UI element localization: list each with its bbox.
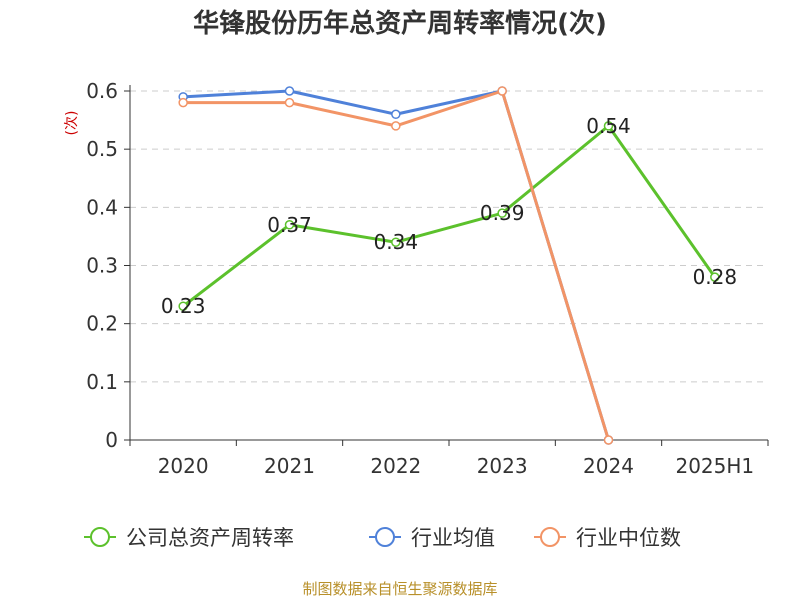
source-note: 制图数据来自恒生聚源数据库	[302, 580, 497, 598]
series-layer	[178, 86, 720, 445]
y-tick-label: 0.2	[86, 312, 118, 336]
y-tick-label: 0.6	[86, 79, 118, 103]
y-tick-label: 0.5	[86, 137, 118, 161]
data-label: 0.54	[586, 114, 631, 138]
data-point	[178, 301, 188, 311]
data-point	[497, 208, 507, 218]
data-point	[603, 121, 614, 131]
data-point	[178, 97, 188, 108]
chart-title: 华锋股份历年总资产周转率情况(次)	[193, 8, 607, 39]
legend: 公司总资产周转率 行业均值 行业中位数	[84, 526, 681, 550]
legend-marker	[540, 527, 560, 547]
legend-label: 行业中位数	[576, 526, 681, 550]
y-tick-label: 0	[105, 428, 118, 452]
data-point	[391, 109, 401, 120]
grid	[130, 90, 768, 383]
x-tick-label: 2024	[583, 454, 634, 478]
data-point	[284, 220, 295, 230]
axes: 0 0.1 0.2 0.3 0.4 0.5 0.6 2020 2021 2022 2023 2024 2…	[86, 79, 769, 478]
legend-marker	[375, 527, 395, 547]
data-point	[710, 272, 720, 282]
data-point	[497, 86, 507, 96]
x-tick-label: 2025H1	[675, 454, 754, 478]
series-line-1	[182, 124, 717, 308]
data-point	[284, 97, 295, 108]
legend-marker	[90, 527, 110, 547]
data-point	[391, 121, 401, 131]
data-point	[603, 435, 614, 445]
data-label: 0.23	[161, 294, 206, 318]
legend-label: 行业均值	[411, 526, 495, 550]
x-tick-label: 2022	[370, 454, 421, 478]
data-point	[391, 237, 401, 247]
legend-label: 公司总资产周转率	[126, 526, 294, 550]
y-tick-label: 0.4	[86, 195, 118, 219]
data-labels: 0.23 0.37 0.34 0.39 0.54 0.28	[161, 114, 737, 318]
data-label: 0.28	[693, 265, 738, 289]
data-label: 0.34	[374, 230, 419, 254]
y-axis-label: (次)	[64, 111, 80, 136]
data-label: 0.37	[267, 213, 312, 237]
data-point	[284, 86, 295, 96]
data-label: 0.39	[480, 201, 525, 225]
y-tick-label: 0.3	[86, 254, 118, 278]
x-tick-label: 2023	[477, 454, 528, 478]
y-tick-label: 0.1	[86, 370, 118, 394]
x-tick-label: 2020	[158, 454, 209, 478]
x-tick-label: 2021	[264, 454, 315, 478]
